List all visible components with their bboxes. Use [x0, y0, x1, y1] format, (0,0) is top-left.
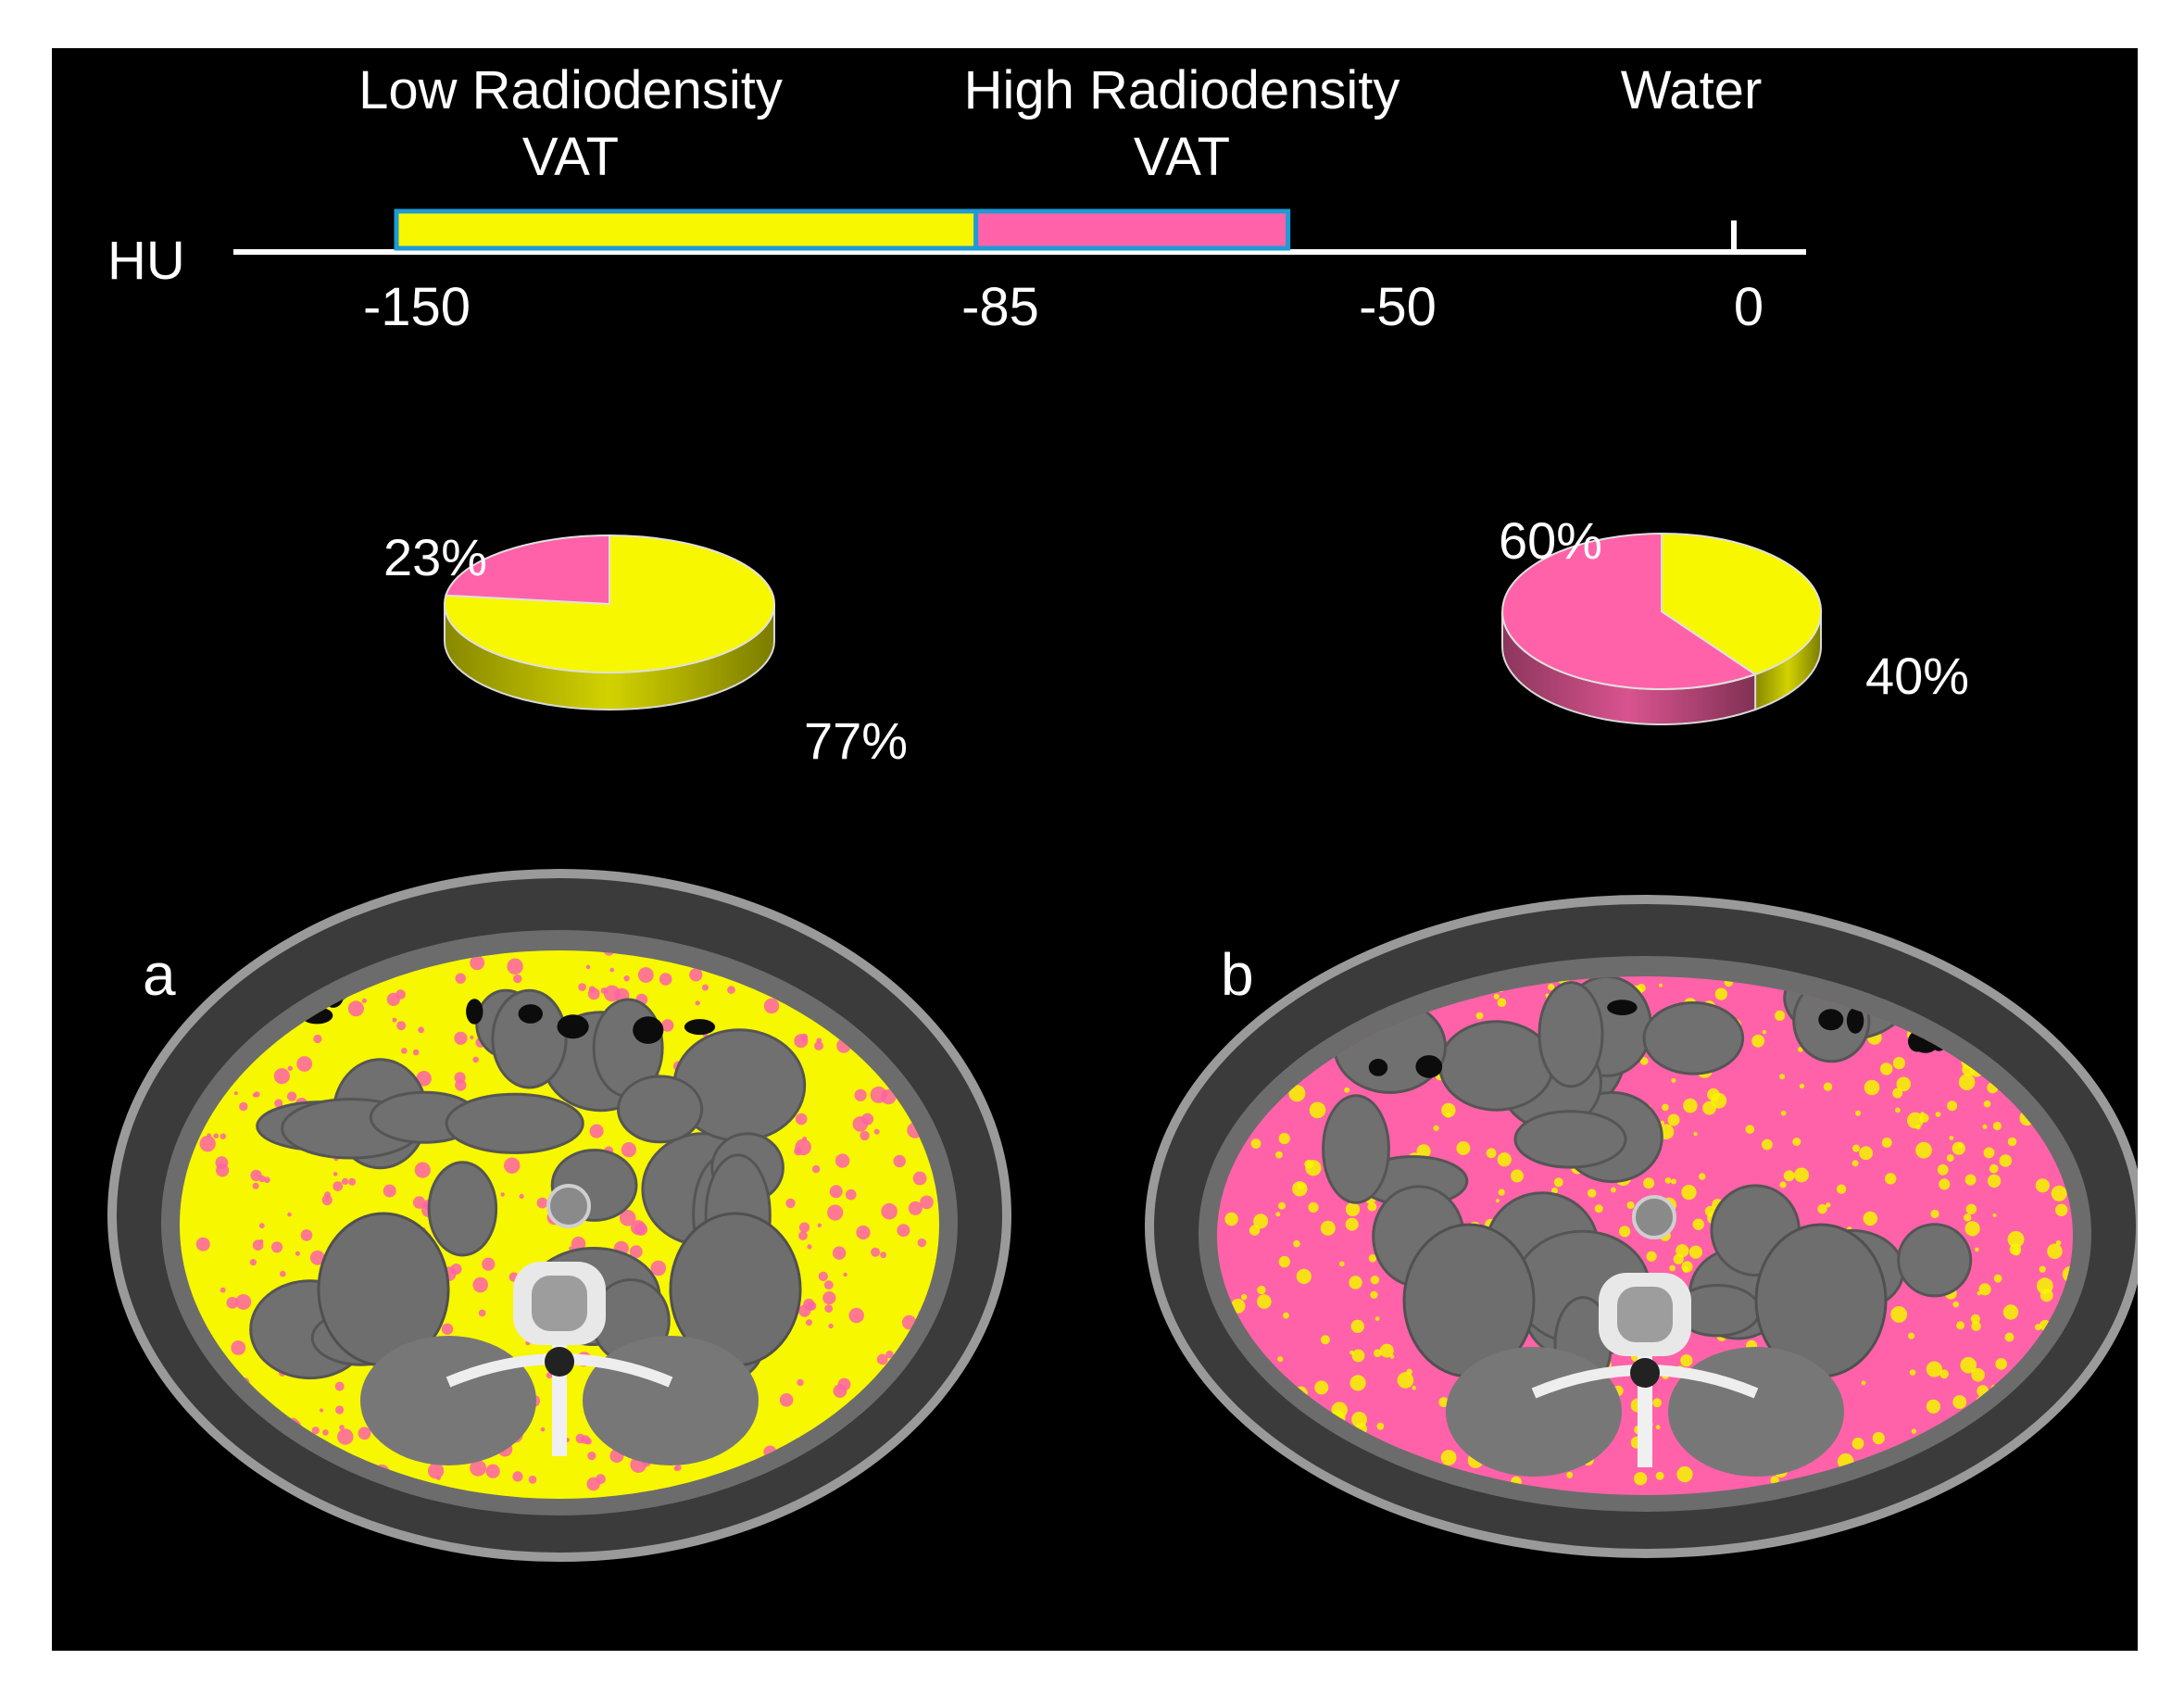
- pie-slice-high: [445, 534, 610, 606]
- pie-slice-low: [1661, 532, 1823, 676]
- scan-a-letter: a: [143, 941, 176, 1008]
- scan-a-aorta: [546, 1184, 591, 1228]
- pie-b-label-high: 60%: [1499, 511, 1603, 570]
- tick-label-zero: 0: [1733, 277, 1764, 337]
- pie-charts: [443, 532, 1823, 725]
- low-range-title-line1: Low Radiodensity: [358, 60, 783, 120]
- pie-chart-a: [443, 534, 775, 711]
- ct-scans: [107, 869, 2138, 1562]
- hu-axis-label: HU: [107, 231, 185, 291]
- pie-slice-low: [443, 534, 775, 673]
- pie-a-label-high: 23%: [383, 528, 488, 586]
- high-range-title-line1: High Radiodensity: [963, 60, 1400, 120]
- pie-slice-high: [1501, 532, 1758, 690]
- pie-b-label-low: 40%: [1865, 647, 1970, 705]
- scan-a-vertebral-core: [532, 1276, 587, 1331]
- low-range-title-line2: VAT: [521, 127, 620, 187]
- scan-b-letter: b: [1221, 941, 1254, 1008]
- high-range-bar: [973, 208, 1291, 251]
- water-label: Water: [1620, 60, 1763, 120]
- tick-label-neg85: -85: [961, 277, 1039, 337]
- tick-label-neg50: -50: [1359, 277, 1437, 337]
- scan-b-spinal-canal: [1630, 1358, 1660, 1388]
- scan-b-aorta: [1632, 1195, 1676, 1239]
- low-range-bar: [394, 208, 979, 251]
- high-range-title: High Radiodensity VAT: [941, 57, 1423, 191]
- pie-a-label-low: 77%: [804, 711, 909, 770]
- scan-b-vertebral-core: [1617, 1287, 1673, 1342]
- scan-b: [1145, 895, 2138, 1558]
- scan-a: [107, 869, 1011, 1562]
- pie-chart-b: [1501, 532, 1823, 725]
- scan-a-spinal-canal: [545, 1347, 574, 1377]
- figure-panel: Low Radiodensity VAT High Radiodensity V…: [52, 48, 2138, 1651]
- tick-label-neg150: -150: [362, 277, 471, 337]
- high-range-title-line2: VAT: [1133, 127, 1231, 187]
- low-range-title: Low Radiodensity VAT: [348, 57, 793, 191]
- hu-scale: [233, 208, 1806, 255]
